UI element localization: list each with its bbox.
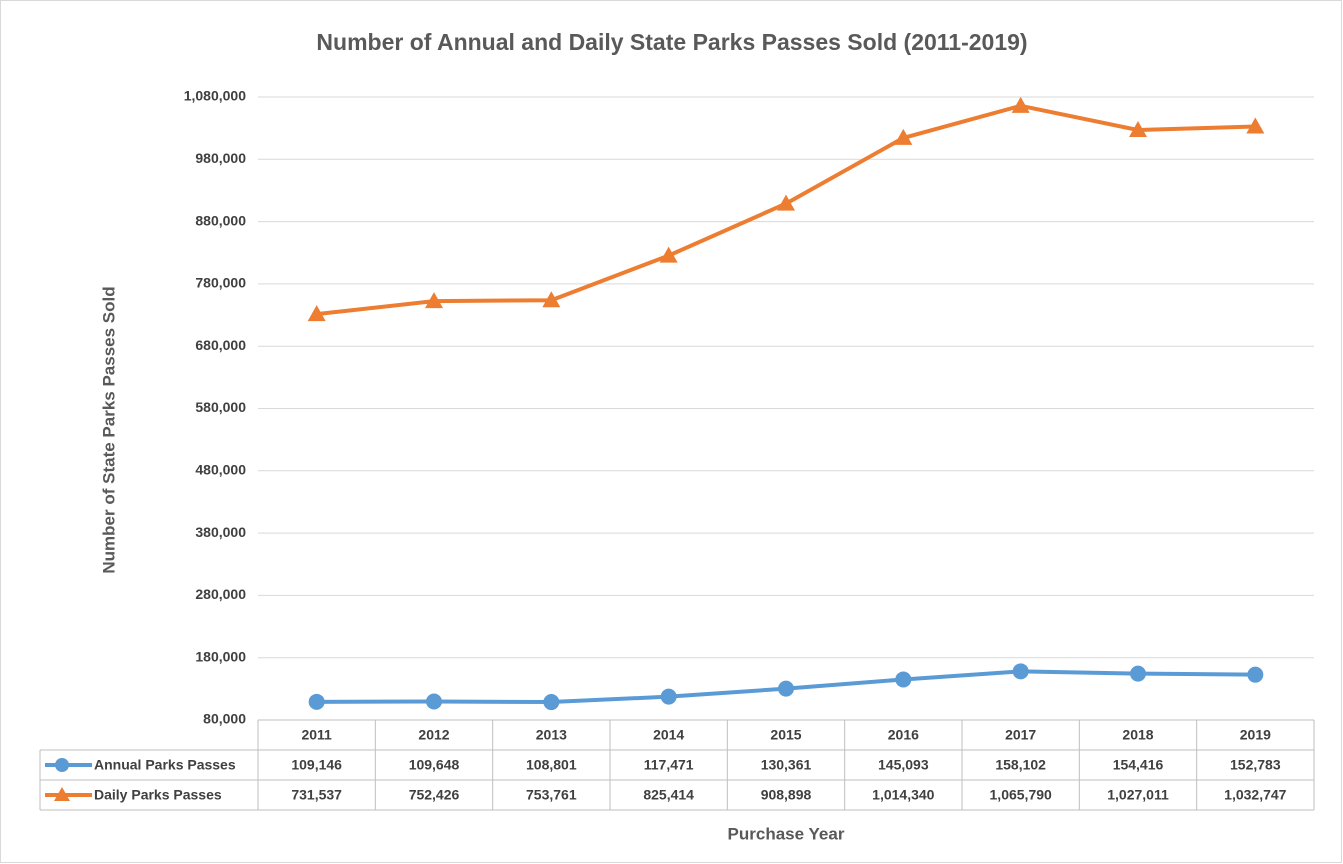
table-value: 154,416 <box>1113 757 1164 773</box>
table-value: 825,414 <box>643 787 694 803</box>
table-value: 158,102 <box>995 757 1046 773</box>
triangle-marker <box>659 246 678 263</box>
table-value: 731,537 <box>291 787 342 803</box>
legend-label: Daily Parks Passes <box>94 787 222 803</box>
table-value: 1,014,340 <box>872 787 934 803</box>
legend-label: Annual Parks Passes <box>94 757 236 773</box>
x-tick-label: 2014 <box>653 727 684 743</box>
circle-marker <box>426 693 442 710</box>
y-tick-label: 680,000 <box>195 337 246 353</box>
x-tick-label: 2016 <box>888 727 919 743</box>
table-value: 908,898 <box>761 787 812 803</box>
legend-marker <box>55 758 69 772</box>
table-value: 109,648 <box>409 757 460 773</box>
y-tick-label: 80,000 <box>203 711 246 727</box>
y-tick-label: 580,000 <box>195 399 246 415</box>
triangle-marker <box>1246 117 1265 134</box>
y-tick-label: 780,000 <box>195 275 246 291</box>
y-tick-label: 880,000 <box>195 212 246 228</box>
x-tick-label: 2015 <box>770 727 801 743</box>
legend-marker <box>54 787 70 801</box>
x-tick-label: 2013 <box>536 727 567 743</box>
table-value: 752,426 <box>409 787 460 803</box>
y-tick-label: 980,000 <box>195 150 246 166</box>
x-tick-label: 2012 <box>418 727 449 743</box>
y-tick-label: 380,000 <box>195 524 246 540</box>
y-tick-label: 1,080,000 <box>184 88 246 104</box>
triangle-marker <box>894 128 913 145</box>
table-value: 117,471 <box>644 757 694 773</box>
circle-marker <box>778 680 794 697</box>
triangle-marker <box>425 292 443 309</box>
x-axis-title: Purchase Year <box>728 824 845 843</box>
x-tick-label: 2017 <box>1005 727 1036 743</box>
x-tick-label: 2019 <box>1240 727 1271 743</box>
table-value: 145,093 <box>878 757 929 773</box>
circle-marker <box>308 693 325 710</box>
table-value: 1,065,790 <box>990 787 1052 803</box>
y-axis-title: Number of State Parks Passes Sold <box>99 286 118 573</box>
x-tick-label: 2011 <box>301 727 332 743</box>
table-value: 108,801 <box>526 757 577 773</box>
triangle-marker <box>777 194 795 211</box>
triangle-marker <box>1129 121 1147 138</box>
chart-title: Number of Annual and Daily State Parks P… <box>316 29 1027 55</box>
table-value: 109,146 <box>291 757 342 773</box>
triangle-marker <box>1011 96 1030 113</box>
circle-marker <box>1130 665 1146 682</box>
x-tick-label: 2018 <box>1122 727 1153 743</box>
circle-marker <box>1247 666 1264 683</box>
circle-marker <box>660 688 677 705</box>
table-value: 1,032,747 <box>1224 787 1286 803</box>
table-value: 130,361 <box>761 757 812 773</box>
table-value: 152,783 <box>1230 757 1281 773</box>
y-tick-label: 180,000 <box>195 648 246 664</box>
triangle-marker <box>307 305 326 322</box>
y-tick-label: 280,000 <box>195 586 246 602</box>
y-tick-label: 480,000 <box>195 462 246 478</box>
circle-marker <box>543 694 560 711</box>
circle-marker <box>895 671 912 688</box>
table-value: 1,027,011 <box>1107 787 1169 803</box>
circle-marker <box>1012 663 1029 680</box>
table-value: 753,761 <box>526 787 577 803</box>
triangle-marker <box>542 291 561 308</box>
